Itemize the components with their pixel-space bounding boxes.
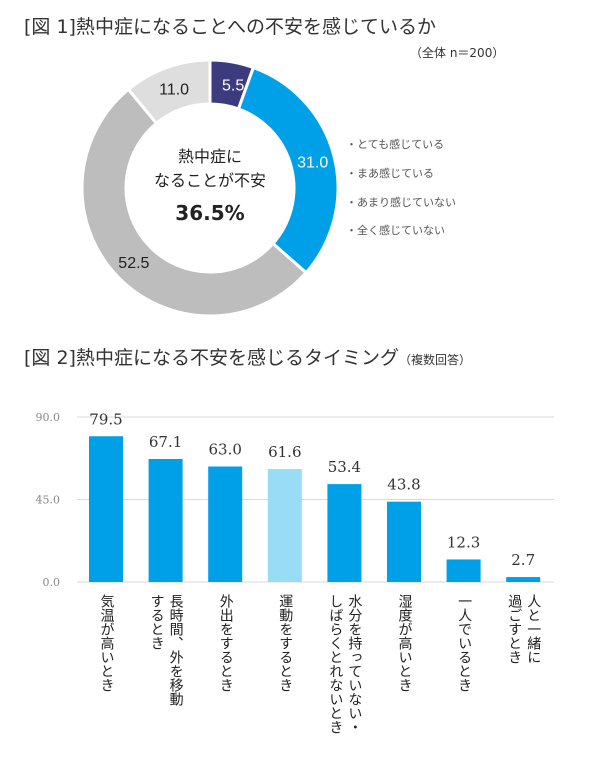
center-line-2: なることが不安	[153, 171, 266, 190]
donut-slice	[80, 87, 309, 318]
slice-value-label: 52.5	[118, 255, 149, 272]
bar-value-label: 53.4	[328, 458, 361, 476]
bar	[208, 466, 243, 582]
donut-center-label: 熱中症に なることが不安 36.5%	[130, 145, 290, 225]
slice-value-label: 5.5	[222, 78, 244, 95]
x-tick-label: 長時間、外を移動 するとき	[148, 594, 184, 706]
x-tick-label: 運動をするとき	[277, 594, 294, 692]
bar-value-label: 63.0	[208, 441, 241, 459]
x-tick-label: 人と一緒に 過ごすとき	[506, 594, 542, 664]
x-tick-label: 湿度が高いとき	[396, 594, 413, 692]
x-tick-label: 気温が高いとき	[98, 594, 115, 692]
chart1-subtitle: （全体 n＝200）	[410, 46, 505, 60]
y-tick-label: 0.0	[43, 576, 61, 589]
donut-slice	[236, 65, 340, 275]
center-line-1: 熱中症に	[177, 147, 242, 166]
y-tick-label: 45.0	[36, 494, 61, 507]
slice-value-label: 11.0	[159, 81, 189, 98]
chart1-title: [図 1]熱中症になることへの不安を感じているか	[24, 16, 437, 38]
center-value: 36.5%	[175, 201, 245, 225]
legend-item: ・まあ感じている	[346, 167, 434, 180]
bar-value-label: 61.6	[268, 443, 301, 461]
legend-item: ・あまり感じていない	[346, 196, 456, 209]
donut-chart: 5.5 31.0 52.5 11.0	[80, 58, 340, 318]
donut-slice	[126, 58, 212, 126]
chart2-title-main: [図 2]熱中症になる不安を感じるタイミング	[24, 347, 399, 369]
bar-value-label: 12.3	[447, 533, 480, 551]
x-tick-label: 水分を持っていない・ しばらくとれないとき	[327, 594, 363, 734]
bar	[89, 436, 123, 582]
slice-value-label: 31.0	[297, 155, 328, 172]
x-tick-label: 一人でいるとき	[456, 594, 473, 692]
bar	[506, 577, 541, 582]
bar-value-label: 2.7	[511, 551, 535, 569]
bar	[148, 458, 183, 582]
bar	[267, 469, 302, 582]
bar-value-label: 43.8	[387, 476, 420, 494]
legend-item: ・とても感じている	[346, 138, 445, 151]
chart2-title-note: （複数回答）	[398, 353, 471, 367]
x-tick-label: 外出をするとき	[217, 594, 234, 692]
bar	[446, 559, 481, 582]
chart2-title: [図 2]熱中症になる不安を感じるタイミング（複数回答）	[24, 343, 471, 370]
y-tick-label: 90.0	[36, 411, 61, 424]
bar-value-label: 79.5	[89, 410, 122, 428]
bar-value-label: 67.1	[149, 433, 182, 451]
legend-item: ・全く感じていない	[346, 224, 445, 237]
bar	[387, 501, 421, 582]
bar	[327, 484, 362, 582]
